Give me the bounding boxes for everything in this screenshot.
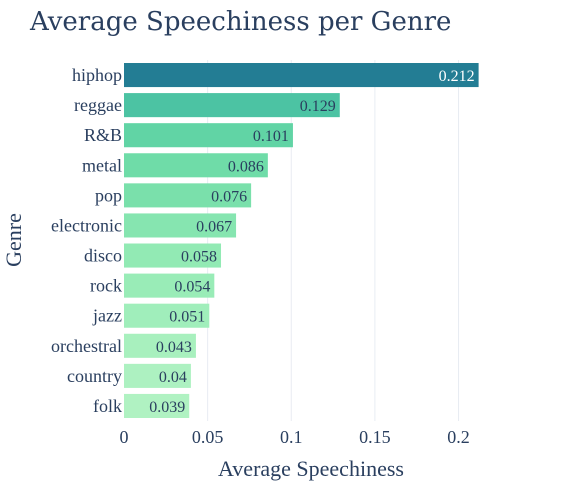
category-label: electronic [51, 215, 122, 235]
bar-r-b [124, 123, 293, 148]
bar-value-label: 0.043 [156, 339, 192, 356]
category-tick-labels: hiphop reggae R&B metal pop electronic disco ro… [51, 65, 122, 416]
x-tick-label: 0.1 [280, 427, 303, 447]
bar-value-label: 0.054 [174, 279, 210, 296]
category-label: jazz [92, 306, 122, 326]
bar-value-label: 0.051 [169, 309, 205, 326]
gridlines [207, 60, 460, 421]
bar-value-label: 0.039 [149, 399, 185, 416]
bar-jazz [124, 303, 210, 328]
category-label: metal [82, 155, 122, 175]
bar-value-label: 0.067 [196, 218, 232, 235]
category-label: disco [84, 246, 122, 266]
bar-value-label: 0.04 [159, 369, 187, 386]
category-label: orchestral [51, 336, 122, 356]
bar-rock [124, 273, 215, 298]
x-tick-label: 0 [120, 427, 129, 447]
category-label: R&B [84, 125, 122, 145]
bar-folk [124, 393, 190, 418]
bar-value-label: 0.086 [228, 158, 264, 175]
bar-pop [124, 183, 252, 208]
x-axis-title: Average Speechiness [218, 456, 404, 481]
x-tick-label: 0.15 [359, 427, 391, 447]
category-label: country [67, 366, 122, 386]
bar-value-label: 0.129 [300, 98, 336, 115]
bar-value-label: 0.101 [253, 128, 289, 145]
category-label: folk [93, 396, 122, 416]
bars: 0.212 0.129 0.101 0.086 0.076 0.067 0.058 0.054… [124, 63, 479, 418]
chart-title: Average Speechiness per Genre [29, 7, 451, 37]
bar-hiphop [124, 63, 479, 88]
bar-disco [124, 243, 222, 268]
x-tick-label: 0.2 [447, 427, 470, 447]
bar-value-label: 0.212 [439, 68, 475, 85]
bar-country [124, 363, 191, 388]
bar-electronic [124, 213, 237, 238]
category-label: reggae [74, 95, 122, 115]
category-label: pop [95, 185, 122, 205]
x-tick-label: 0.05 [192, 427, 224, 447]
category-label: hiphop [72, 65, 122, 85]
x-tick-labels: 0 0.05 0.1 0.15 0.2 [120, 427, 470, 447]
bar-value-label: 0.076 [211, 188, 247, 205]
bar-orchestral [124, 333, 196, 358]
y-axis-title: Genre [1, 213, 26, 267]
bar-reggae [124, 93, 340, 118]
bar-value-label: 0.058 [181, 249, 217, 266]
bar-metal [124, 153, 268, 178]
category-label: rock [90, 276, 122, 296]
